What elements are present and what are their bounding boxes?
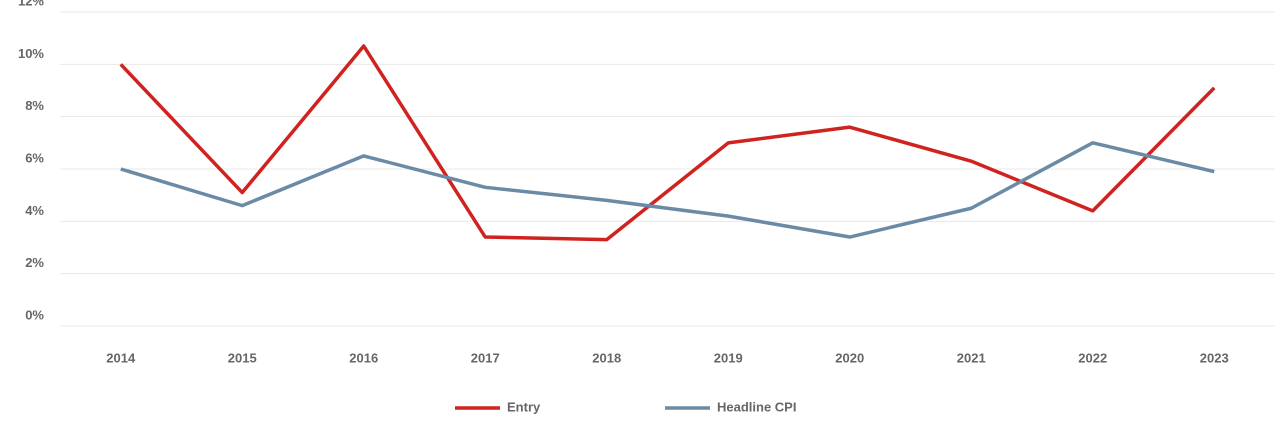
y-tick-label: 4% [25, 203, 44, 218]
y-tick-label: 2% [25, 255, 44, 270]
legend-label: Headline CPI [717, 399, 796, 414]
x-tick-label: 2017 [471, 350, 500, 365]
legend-label: Entry [507, 399, 541, 414]
y-tick-label: 10% [18, 46, 44, 61]
x-tick-label: 2018 [592, 350, 621, 365]
x-tick-label: 2022 [1078, 350, 1107, 365]
y-tick-label: 0% [25, 307, 44, 322]
x-tick-label: 2021 [957, 350, 986, 365]
x-tick-label: 2023 [1200, 350, 1229, 365]
x-tick-label: 2019 [714, 350, 743, 365]
series-line [120, 141, 1215, 239]
x-tick-label: 2014 [106, 350, 136, 365]
x-tick-label: 2020 [835, 350, 864, 365]
x-tick-label: 2016 [349, 350, 378, 365]
series-line [119, 44, 1216, 242]
x-tick-label: 2015 [228, 350, 257, 365]
y-tick-label: 6% [25, 150, 44, 165]
y-tick-label: 12% [18, 0, 44, 8]
y-tick-label: 8% [25, 98, 44, 113]
